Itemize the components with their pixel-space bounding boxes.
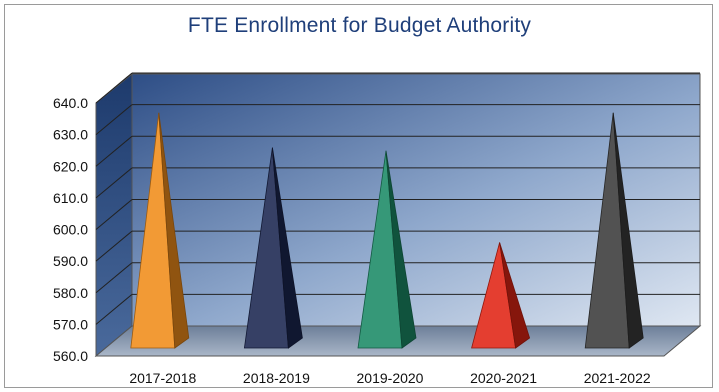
gridline-side	[95, 72, 133, 104]
gridline-side	[95, 104, 133, 136]
y-tick-label: 570.0	[53, 316, 88, 332]
bar	[130, 112, 190, 349]
gridline-side	[95, 293, 133, 325]
bar-side-face	[158, 112, 190, 349]
y-tick-label: 580.0	[53, 285, 88, 301]
bar	[471, 242, 531, 349]
x-tick-label: 2018-2019	[243, 370, 310, 386]
y-tick-label: 640.0	[53, 95, 88, 111]
bar	[243, 147, 303, 349]
x-tick-label: 2019-2020	[357, 370, 424, 386]
bar	[357, 150, 417, 349]
bar-side-face	[612, 112, 644, 349]
gridline-side	[95, 167, 133, 199]
gridline-side	[95, 199, 133, 230]
y-tick-label: 620.0	[53, 158, 88, 174]
y-tick-label: 610.0	[53, 190, 88, 206]
gridline-side	[95, 230, 133, 262]
x-tick-label: 2020-2021	[470, 370, 537, 386]
x-tick-label: 2021-2022	[584, 370, 651, 386]
bar-side-face	[499, 242, 531, 349]
y-tick-label: 560.0	[53, 348, 88, 364]
y-tick-label: 600.0	[53, 222, 88, 238]
bar	[584, 112, 644, 349]
y-tick-label: 590.0	[53, 253, 88, 269]
bar-side-face	[272, 147, 303, 349]
x-tick-label: 2017-2018	[129, 370, 196, 386]
gridline-side	[95, 135, 133, 167]
y-tick-label: 630.0	[53, 127, 88, 143]
gridline-side	[95, 262, 133, 294]
bar-side-face	[385, 150, 417, 349]
chart-title: FTE Enrollment for Budget Authority	[187, 14, 532, 37]
